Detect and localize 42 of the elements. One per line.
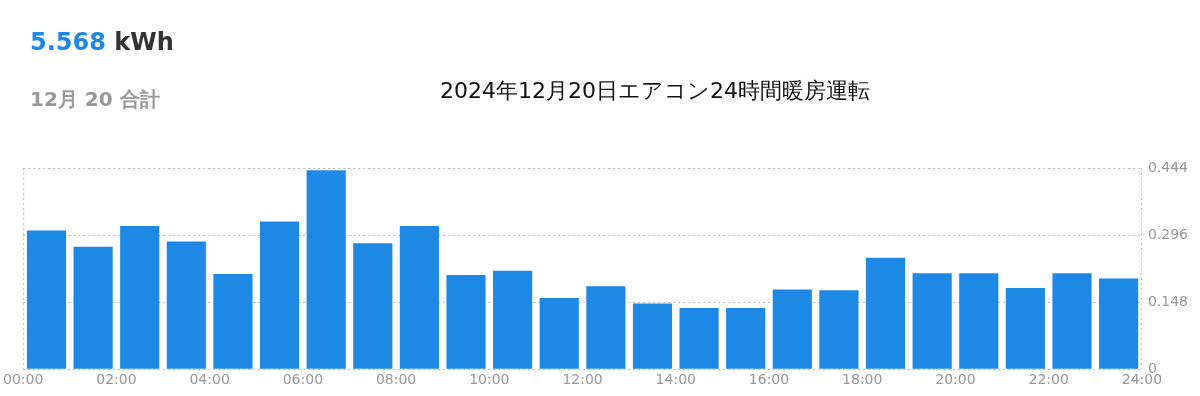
chart-title: 2024年12月20日エアコン24時間暖房運転	[439, 77, 871, 105]
bar	[726, 308, 766, 369]
bar	[586, 286, 626, 369]
x-tick-label: 06:00	[282, 371, 324, 388]
x-tick-label: 18:00	[842, 371, 883, 388]
bar	[26, 230, 67, 369]
x-tick-label: 20:00	[935, 371, 976, 388]
bar	[632, 303, 673, 369]
bar	[1052, 273, 1092, 369]
x-tick-label: 16:00	[748, 371, 790, 388]
y-tick-label: 0.148	[1147, 292, 1189, 309]
bar	[306, 170, 346, 369]
x-tick-label: 08:00	[375, 371, 417, 388]
bar	[213, 274, 253, 369]
y-tick-label: 0.296	[1147, 225, 1189, 242]
text: 12月 20 合計	[30, 86, 160, 113]
bar	[865, 257, 906, 369]
bar	[446, 274, 486, 369]
text: 5.568 kWh	[30, 28, 174, 56]
x-tick-label: 12:00	[562, 371, 603, 388]
y-tick-label: 0.444	[1147, 158, 1189, 175]
bar	[1099, 278, 1139, 369]
x-tick-label: 14:00	[655, 371, 696, 388]
bar	[819, 290, 859, 369]
x-tick-label: 22:00	[1028, 371, 1069, 388]
bar	[679, 308, 719, 369]
bar	[1005, 288, 1045, 369]
bar	[399, 226, 439, 369]
bar	[73, 246, 113, 369]
bar	[539, 298, 579, 369]
bar	[959, 273, 999, 369]
bar	[912, 273, 952, 369]
bar	[120, 226, 160, 369]
x-tick-label: 02:00	[96, 371, 137, 388]
bar	[493, 270, 533, 369]
x-tick-label: 00:00	[2, 371, 44, 388]
bar	[772, 289, 812, 369]
bar	[259, 221, 300, 369]
x-tick-label: 04:00	[189, 371, 230, 388]
x-tick-label: 10:00	[469, 371, 510, 388]
bar	[353, 243, 393, 369]
bar	[166, 241, 206, 369]
